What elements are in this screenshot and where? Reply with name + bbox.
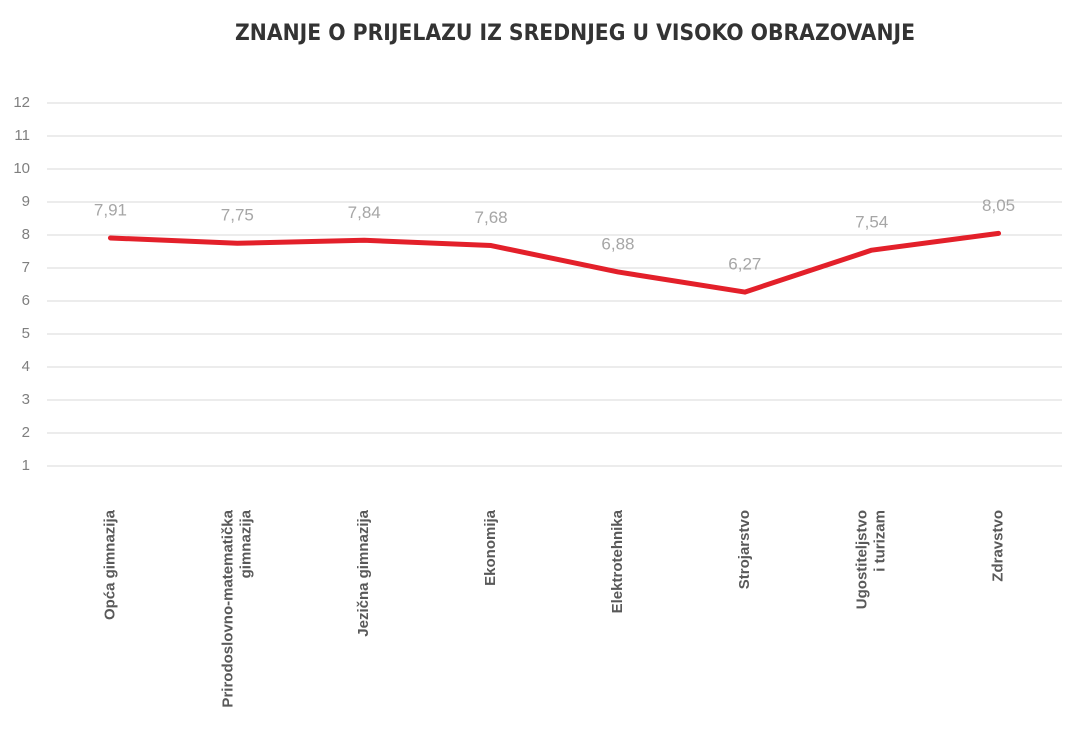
y-tick-label: 2 bbox=[22, 424, 30, 441]
y-tick-label: 3 bbox=[22, 391, 30, 408]
x-tick-label: Prirodoslovno-matematičkagimnazija bbox=[219, 509, 254, 707]
data-label: 6,88 bbox=[601, 234, 634, 253]
x-tick-label: Ekonomija bbox=[482, 509, 499, 586]
y-tick-label: 8 bbox=[22, 226, 30, 243]
data-label: 7,84 bbox=[348, 203, 381, 222]
y-tick-label: 4 bbox=[22, 358, 30, 375]
x-tick-label: Jezična gimnazija bbox=[355, 509, 372, 636]
y-tick-label: 9 bbox=[22, 193, 30, 210]
y-tick-label: 1 bbox=[22, 457, 30, 474]
y-tick-label: 12 bbox=[13, 94, 30, 111]
y-tick-label: 10 bbox=[13, 160, 30, 177]
y-tick-label: 7 bbox=[22, 259, 30, 276]
x-tick-label: Elektrotehnika bbox=[609, 509, 626, 613]
x-tick-label: Ugostiteljstvoi turizam bbox=[854, 510, 889, 609]
data-label: 7,54 bbox=[855, 213, 888, 232]
x-tick-label: Strojarstvo bbox=[736, 510, 753, 589]
chart-title: ZNANJE O PRIJELAZU IZ SREDNJEG U VISOKO … bbox=[235, 21, 915, 46]
x-tick-label: Zdravstvo bbox=[990, 510, 1007, 582]
data-label: 8,05 bbox=[982, 196, 1015, 215]
data-label: 7,91 bbox=[94, 200, 127, 219]
y-tick-label: 6 bbox=[22, 292, 30, 309]
y-tick-label: 11 bbox=[14, 127, 30, 144]
data-label: 6,27 bbox=[728, 255, 761, 274]
data-label: 7,68 bbox=[475, 208, 508, 227]
data-line bbox=[107, 230, 1002, 295]
y-tick-label: 5 bbox=[22, 325, 30, 342]
data-label: 7,75 bbox=[221, 206, 254, 225]
x-tick-label: Opća gimnazija bbox=[101, 509, 118, 620]
